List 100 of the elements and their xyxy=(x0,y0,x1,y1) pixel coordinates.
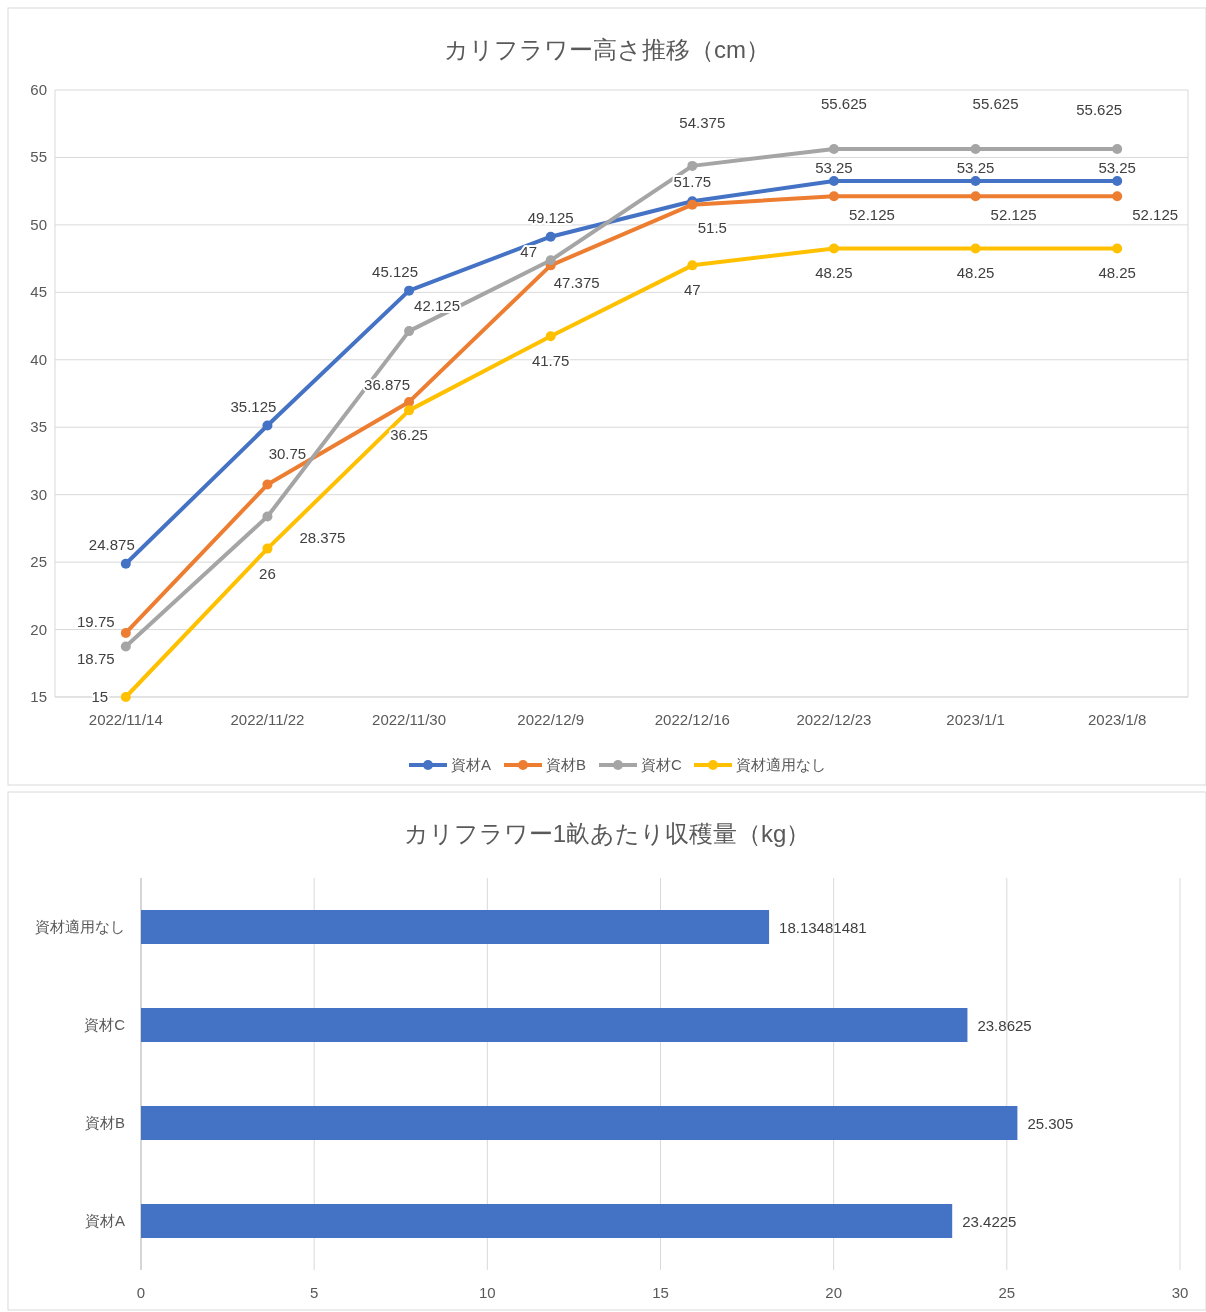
point xyxy=(970,176,981,187)
x-tick-label: 2022/12/9 xyxy=(517,711,585,728)
data-label: 23.8625 xyxy=(977,1017,1032,1034)
data-label: 52.125 xyxy=(848,206,895,224)
point xyxy=(687,260,698,271)
point xyxy=(262,420,273,431)
data-label: 18.13481481 xyxy=(779,919,867,936)
point xyxy=(545,255,556,266)
data-label: 53.25 xyxy=(815,159,853,177)
point xyxy=(687,160,698,171)
x-tick-label: 20 xyxy=(825,1284,843,1301)
bar xyxy=(141,1008,968,1042)
y-tick-label: 50 xyxy=(30,215,47,233)
legend-label: 資材適用なし xyxy=(736,756,826,773)
y-tick-label: 20 xyxy=(30,620,47,638)
y-tick-label: 25 xyxy=(30,553,47,571)
point xyxy=(1112,243,1123,254)
data-label: 41.75 xyxy=(531,352,570,370)
point xyxy=(545,231,556,242)
bar xyxy=(141,1106,1018,1140)
data-label: 48.25 xyxy=(815,264,853,282)
chart-title: カリフラワー高さ推移（cm） xyxy=(444,36,770,63)
data-label: 47 xyxy=(520,243,538,261)
data-label: 54.375 xyxy=(679,113,726,131)
data-label: 47 xyxy=(683,281,701,299)
data-label: 48.25 xyxy=(1098,264,1136,282)
x-tick-label: 30 xyxy=(1171,1284,1189,1301)
point xyxy=(120,692,131,702)
y-tick-label: 30 xyxy=(30,485,47,503)
data-label: 53.25 xyxy=(1098,159,1136,177)
y-tick-label: 45 xyxy=(30,283,47,301)
point xyxy=(404,396,415,407)
data-label: 36.25 xyxy=(390,426,428,444)
data-label: 47.375 xyxy=(553,274,600,292)
data-label: 42.125 xyxy=(414,297,461,315)
point xyxy=(262,479,273,490)
x-tick-label: 2022/11/22 xyxy=(230,711,305,728)
y-tick-label: 15 xyxy=(30,688,47,705)
x-tick-label: 2023/1/8 xyxy=(1087,711,1147,728)
point xyxy=(970,191,981,202)
data-label: 53.25 xyxy=(956,159,995,177)
x-tick-label: 10 xyxy=(478,1284,496,1301)
x-tick-label: 15 xyxy=(652,1284,669,1301)
data-label: 52.125 xyxy=(990,206,1037,224)
data-label: 48.25 xyxy=(956,264,995,282)
point xyxy=(120,627,131,638)
data-label: 18.75 xyxy=(77,650,115,668)
y-tick-label: 資材A xyxy=(84,1212,125,1229)
x-tick-label: 2022/12/16 xyxy=(654,711,730,728)
y-tick-label: 資材C xyxy=(84,1016,126,1033)
chart-title: カリフラワー1畝あたり収穫量（kg） xyxy=(403,820,811,847)
x-tick-label: 0 xyxy=(136,1284,146,1301)
point xyxy=(1112,176,1123,187)
point xyxy=(1112,144,1123,155)
point xyxy=(828,176,839,187)
data-label: 25.305 xyxy=(1027,1115,1074,1132)
bar xyxy=(141,1204,953,1238)
point xyxy=(545,331,556,342)
x-tick-label: 5 xyxy=(309,1284,319,1301)
data-label: 49.125 xyxy=(527,208,574,226)
y-tick-label: 35 xyxy=(30,418,47,436)
x-tick-label: 2022/11/14 xyxy=(88,711,163,728)
point xyxy=(120,641,131,652)
point xyxy=(404,326,415,337)
y-tick-label: 40 xyxy=(30,350,47,368)
point xyxy=(404,405,415,416)
x-tick-label: 2023/1/1 xyxy=(946,711,1005,728)
legend-label: 資材B xyxy=(546,756,587,773)
point xyxy=(828,191,839,202)
data-label: 28.375 xyxy=(299,528,346,546)
point xyxy=(828,243,839,254)
data-label: 35.125 xyxy=(230,397,277,415)
bar xyxy=(141,910,770,944)
data-label: 55.625 xyxy=(972,95,1019,113)
point xyxy=(828,144,839,155)
data-label: 36.875 xyxy=(364,375,411,393)
data-label: 55.625 xyxy=(820,95,867,113)
data-label: 19.75 xyxy=(77,612,115,630)
data-label: 24.875 xyxy=(88,535,135,553)
data-label: 45.125 xyxy=(372,262,419,280)
data-label: 52.125 xyxy=(1132,206,1179,224)
data-label: 51.5 xyxy=(697,218,727,236)
y-tick-label: 55 xyxy=(30,148,47,166)
point xyxy=(262,543,273,554)
point xyxy=(970,144,981,155)
data-label: 23.4225 xyxy=(962,1213,1017,1230)
point xyxy=(262,511,273,522)
legend-label: 資材A xyxy=(451,756,492,773)
point xyxy=(1112,191,1123,202)
point xyxy=(970,243,981,254)
legend-label: 資材C xyxy=(641,756,682,773)
y-tick-label: 資材B xyxy=(84,1114,125,1131)
x-tick-label: 25 xyxy=(998,1284,1016,1301)
x-tick-label: 2022/11/30 xyxy=(372,711,447,728)
x-tick-label: 2022/12/23 xyxy=(796,711,872,728)
point xyxy=(120,558,131,569)
data-label: 30.75 xyxy=(268,444,307,462)
data-label: 51.75 xyxy=(673,173,712,191)
y-tick-label: 資材適用なし xyxy=(35,918,125,935)
data-label: 55.625 xyxy=(1076,101,1123,119)
